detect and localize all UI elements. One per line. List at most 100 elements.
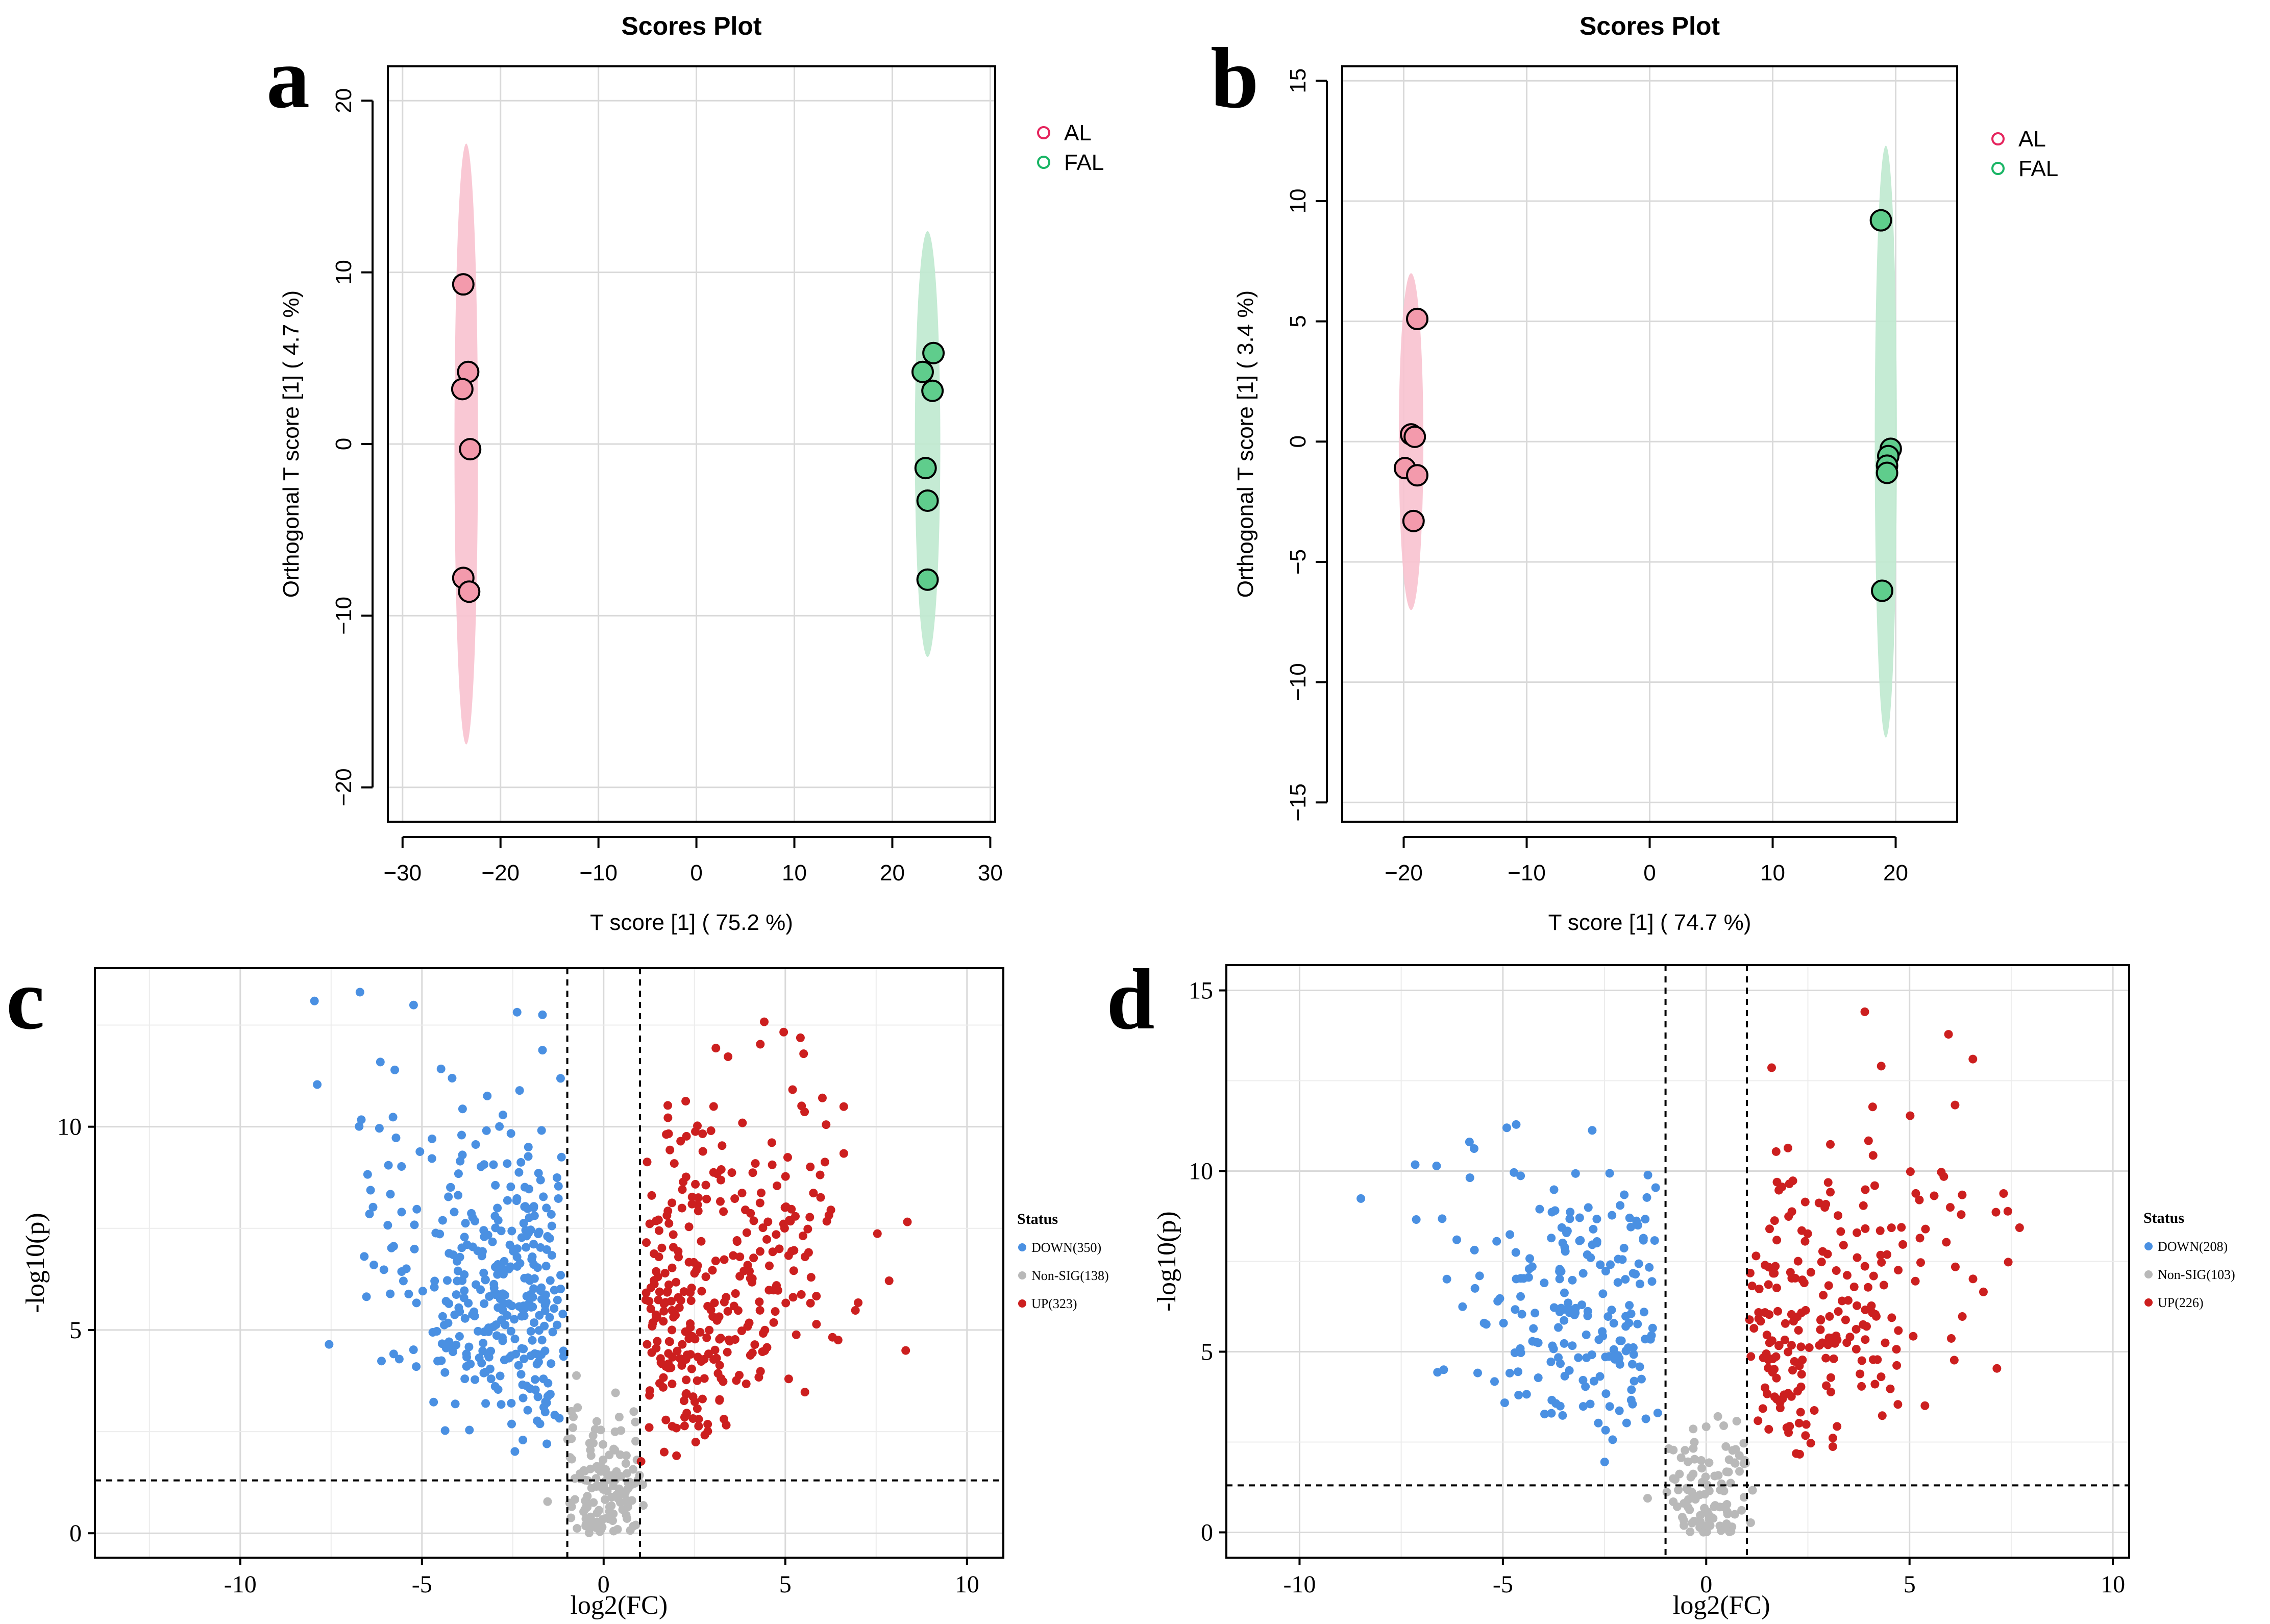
x-tick-label: 10 <box>2101 1571 2125 1598</box>
point-nonsig <box>604 1474 613 1483</box>
point-up <box>1816 1325 1825 1334</box>
point-down <box>552 1173 561 1182</box>
point-up <box>1780 1390 1789 1399</box>
point-down <box>1475 1271 1484 1281</box>
point-nonsig <box>593 1508 602 1517</box>
x-tick-label: −20 <box>1385 860 1423 885</box>
point-up <box>668 1306 677 1315</box>
point-up <box>1825 1312 1834 1321</box>
point-down <box>492 1331 501 1340</box>
point-down <box>444 1192 453 1201</box>
point-up <box>1837 1296 1846 1306</box>
point-nonsig <box>579 1507 588 1516</box>
point-nonsig <box>609 1527 618 1536</box>
point-down <box>1626 1395 1636 1405</box>
point-down <box>480 1232 489 1241</box>
point-down <box>510 1447 520 1456</box>
point-up <box>660 1269 670 1278</box>
point-down <box>474 1326 483 1336</box>
x-tick-label: −10 <box>1508 860 1546 885</box>
point-nonsig <box>1681 1446 1690 1455</box>
point-down <box>536 1286 545 1295</box>
point-down <box>1558 1411 1567 1420</box>
point-up <box>804 1248 813 1257</box>
point-up <box>901 1346 910 1355</box>
point-down <box>1546 1357 1556 1366</box>
y-tick-label: 15 <box>1189 977 1213 1004</box>
point-up <box>1892 1361 1902 1370</box>
point-up <box>749 1253 758 1263</box>
point-up <box>1830 1339 1839 1348</box>
point-up <box>659 1307 669 1316</box>
point-nonsig <box>1674 1485 1683 1494</box>
y-tick-label: 0 <box>1286 435 1311 448</box>
point-down <box>511 1349 521 1359</box>
point-down <box>522 1243 531 1252</box>
point-down <box>1442 1274 1451 1284</box>
point-nonsig <box>1722 1519 1731 1529</box>
legend-label: Non-SIG(138) <box>1031 1268 1109 1283</box>
point-down <box>1499 1318 1508 1327</box>
point-up <box>1771 1262 1780 1271</box>
score-point-fal <box>916 489 939 512</box>
point-nonsig <box>1732 1416 1741 1425</box>
point-down <box>507 1398 516 1408</box>
point-up <box>647 1191 656 1200</box>
point-down <box>550 1304 559 1313</box>
point-nonsig <box>607 1492 616 1502</box>
point-down <box>514 1361 523 1370</box>
point-up <box>701 1272 710 1282</box>
point-down <box>1514 1367 1523 1376</box>
point-down <box>450 1310 459 1319</box>
point-down <box>1634 1259 1643 1268</box>
point-down <box>460 1374 470 1384</box>
point-up <box>674 1252 683 1262</box>
point-up <box>668 1263 677 1272</box>
point-down <box>543 1392 552 1401</box>
point-down <box>497 1400 506 1409</box>
point-up <box>1787 1274 1796 1283</box>
point-up <box>1892 1345 1901 1354</box>
point-up <box>659 1447 669 1457</box>
x-tick-label: 0 <box>1643 860 1656 885</box>
point-up <box>724 1052 733 1061</box>
point-up <box>703 1420 712 1429</box>
point-nonsig <box>599 1440 608 1449</box>
point-down <box>1510 1168 1519 1177</box>
point-down <box>442 1276 452 1285</box>
point-down <box>534 1358 543 1367</box>
point-up <box>758 1223 768 1233</box>
point-up <box>643 1158 652 1167</box>
point-up <box>824 1211 833 1220</box>
point-up <box>1769 1269 1778 1278</box>
point-down <box>1615 1336 1624 1345</box>
point-nonsig <box>1690 1455 1699 1464</box>
point-down <box>410 1220 419 1229</box>
point-down <box>1620 1190 1629 1199</box>
point-down <box>1629 1350 1638 1359</box>
legend-marker <box>2144 1270 2153 1278</box>
point-nonsig <box>591 1523 601 1532</box>
point-up <box>688 1392 698 1401</box>
point-down <box>481 1275 490 1284</box>
point-down <box>512 1007 522 1017</box>
point-up <box>1921 1224 1930 1234</box>
point-up <box>1877 1372 1886 1382</box>
x-tick-label: 20 <box>880 860 905 885</box>
point-down <box>1628 1360 1637 1369</box>
point-up <box>709 1102 718 1111</box>
point-nonsig <box>631 1520 640 1530</box>
point-nonsig <box>1696 1517 1705 1526</box>
point-nonsig <box>599 1485 608 1494</box>
point-down <box>489 1284 499 1293</box>
point-up <box>696 1327 705 1337</box>
point-up <box>1915 1234 1924 1243</box>
point-down <box>510 1315 519 1324</box>
point-up <box>1883 1250 1892 1259</box>
point-down <box>1643 1170 1652 1179</box>
point-down <box>535 1311 544 1320</box>
point-nonsig <box>1669 1474 1678 1483</box>
y-tick-label: −15 <box>1286 783 1311 822</box>
point-up <box>717 1175 726 1185</box>
point-up <box>1805 1343 1814 1352</box>
